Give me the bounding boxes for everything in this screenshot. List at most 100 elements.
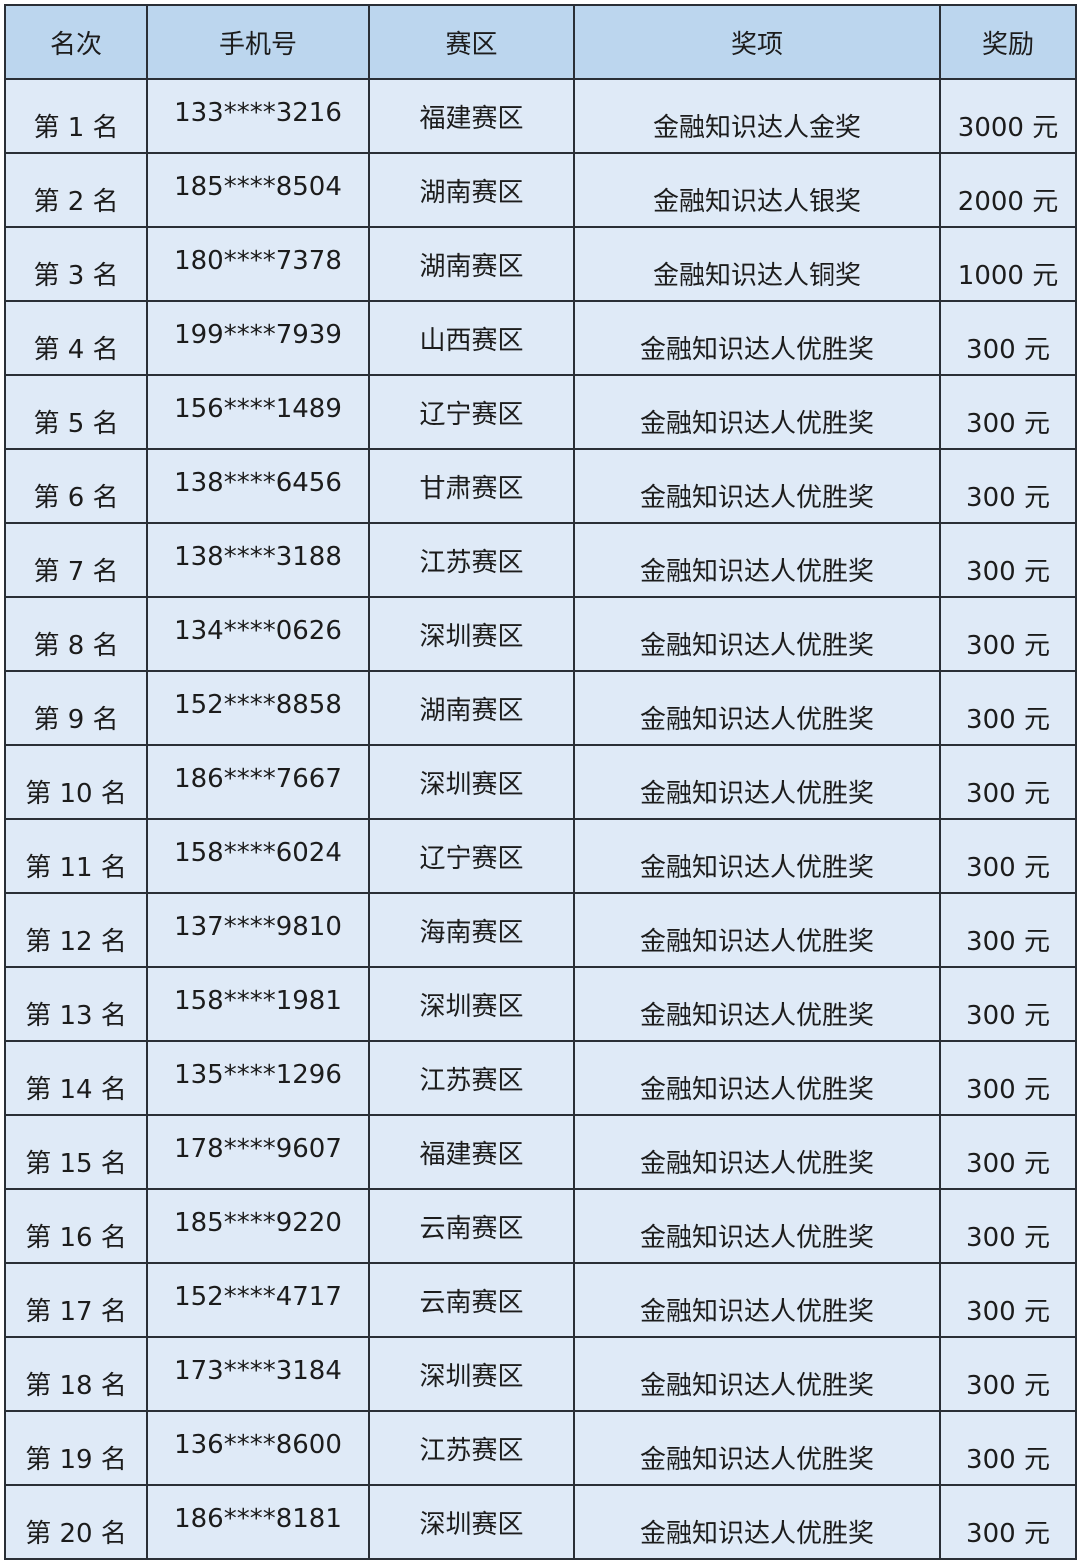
winners-table: 名次 手机号 赛区 奖项 奖励 第 1 名 133****3216 福建赛区 金融知识达人金奖…	[4, 4, 1077, 1560]
table-row: 第 12 名 137****9810 海南赛区 金融知识达人优胜奖 300 元	[4, 892, 1077, 968]
cell-award: 金融知识达人优胜奖	[573, 966, 941, 1042]
cell-rank: 第 1 名	[4, 78, 148, 154]
cell-prize: 300 元	[939, 1188, 1077, 1264]
cell-award: 金融知识达人优胜奖	[573, 1114, 941, 1190]
cell-prize: 300 元	[939, 1262, 1077, 1338]
cell-prize: 300 元	[939, 374, 1077, 450]
cell-rank: 第 17 名	[4, 1262, 148, 1338]
cell-award: 金融知识达人优胜奖	[573, 892, 941, 968]
cell-phone: 158****1981	[146, 966, 370, 1042]
header-row: 名次 手机号 赛区 奖项 奖励	[4, 4, 1077, 80]
table-row: 第 1 名 133****3216 福建赛区 金融知识达人金奖 3000 元	[4, 78, 1077, 154]
cell-region: 海南赛区	[368, 892, 575, 968]
cell-phone: 180****7378	[146, 226, 370, 302]
cell-region: 江苏赛区	[368, 1040, 575, 1116]
cell-phone: 152****4717	[146, 1262, 370, 1338]
cell-rank: 第 11 名	[4, 818, 148, 894]
table-row: 第 6 名 138****6456 甘肃赛区 金融知识达人优胜奖 300 元	[4, 448, 1077, 524]
cell-prize: 300 元	[939, 1040, 1077, 1116]
cell-award: 金融知识达人优胜奖	[573, 1188, 941, 1264]
cell-rank: 第 8 名	[4, 596, 148, 672]
cell-prize: 1000 元	[939, 226, 1077, 302]
header-prize: 奖励	[939, 4, 1077, 80]
table-row: 第 5 名 156****1489 辽宁赛区 金融知识达人优胜奖 300 元	[4, 374, 1077, 450]
cell-rank: 第 14 名	[4, 1040, 148, 1116]
cell-rank: 第 15 名	[4, 1114, 148, 1190]
table-row: 第 15 名 178****9607 福建赛区 金融知识达人优胜奖 300 元	[4, 1114, 1077, 1190]
cell-prize: 300 元	[939, 744, 1077, 820]
cell-award: 金融知识达人优胜奖	[573, 300, 941, 376]
cell-prize: 300 元	[939, 522, 1077, 598]
cell-region: 甘肃赛区	[368, 448, 575, 524]
cell-region: 深圳赛区	[368, 596, 575, 672]
table-row: 第 16 名 185****9220 云南赛区 金融知识达人优胜奖 300 元	[4, 1188, 1077, 1264]
cell-award: 金融知识达人优胜奖	[573, 1410, 941, 1486]
cell-region: 云南赛区	[368, 1262, 575, 1338]
cell-award: 金融知识达人优胜奖	[573, 596, 941, 672]
cell-award: 金融知识达人优胜奖	[573, 374, 941, 450]
cell-prize: 2000 元	[939, 152, 1077, 228]
cell-rank: 第 20 名	[4, 1484, 148, 1560]
cell-award: 金融知识达人优胜奖	[573, 448, 941, 524]
cell-region: 辽宁赛区	[368, 374, 575, 450]
cell-region: 深圳赛区	[368, 966, 575, 1042]
cell-award: 金融知识达人优胜奖	[573, 670, 941, 746]
cell-prize: 300 元	[939, 1336, 1077, 1412]
cell-award: 金融知识达人银奖	[573, 152, 941, 228]
header-phone: 手机号	[146, 4, 370, 80]
table-row: 第 2 名 185****8504 湖南赛区 金融知识达人银奖 2000 元	[4, 152, 1077, 228]
cell-rank: 第 2 名	[4, 152, 148, 228]
cell-prize: 300 元	[939, 670, 1077, 746]
cell-rank: 第 18 名	[4, 1336, 148, 1412]
cell-rank: 第 13 名	[4, 966, 148, 1042]
table-row: 第 17 名 152****4717 云南赛区 金融知识达人优胜奖 300 元	[4, 1262, 1077, 1338]
cell-region: 湖南赛区	[368, 152, 575, 228]
cell-region: 辽宁赛区	[368, 818, 575, 894]
cell-award: 金融知识达人优胜奖	[573, 1484, 941, 1560]
cell-region: 湖南赛区	[368, 670, 575, 746]
cell-award: 金融知识达人优胜奖	[573, 522, 941, 598]
cell-prize: 300 元	[939, 892, 1077, 968]
cell-award: 金融知识达人优胜奖	[573, 1262, 941, 1338]
cell-phone: 186****8181	[146, 1484, 370, 1560]
table-row: 第 14 名 135****1296 江苏赛区 金融知识达人优胜奖 300 元	[4, 1040, 1077, 1116]
header-award: 奖项	[573, 4, 941, 80]
cell-phone: 199****7939	[146, 300, 370, 376]
cell-phone: 158****6024	[146, 818, 370, 894]
table-row: 第 20 名 186****8181 深圳赛区 金融知识达人优胜奖 300 元	[4, 1484, 1077, 1560]
cell-phone: 134****0626	[146, 596, 370, 672]
table-row: 第 4 名 199****7939 山西赛区 金融知识达人优胜奖 300 元	[4, 300, 1077, 376]
cell-rank: 第 10 名	[4, 744, 148, 820]
cell-rank: 第 12 名	[4, 892, 148, 968]
cell-region: 福建赛区	[368, 1114, 575, 1190]
table-row: 第 13 名 158****1981 深圳赛区 金融知识达人优胜奖 300 元	[4, 966, 1077, 1042]
cell-region: 江苏赛区	[368, 1410, 575, 1486]
cell-phone: 136****8600	[146, 1410, 370, 1486]
cell-prize: 300 元	[939, 1484, 1077, 1560]
cell-phone: 135****1296	[146, 1040, 370, 1116]
cell-prize: 3000 元	[939, 78, 1077, 154]
cell-award: 金融知识达人优胜奖	[573, 744, 941, 820]
header-rank: 名次	[4, 4, 148, 80]
table-row: 第 8 名 134****0626 深圳赛区 金融知识达人优胜奖 300 元	[4, 596, 1077, 672]
table-row: 第 18 名 173****3184 深圳赛区 金融知识达人优胜奖 300 元	[4, 1336, 1077, 1412]
cell-rank: 第 16 名	[4, 1188, 148, 1264]
cell-rank: 第 5 名	[4, 374, 148, 450]
table-row: 第 10 名 186****7667 深圳赛区 金融知识达人优胜奖 300 元	[4, 744, 1077, 820]
cell-region: 江苏赛区	[368, 522, 575, 598]
cell-rank: 第 9 名	[4, 670, 148, 746]
cell-prize: 300 元	[939, 1410, 1077, 1486]
cell-prize: 300 元	[939, 300, 1077, 376]
cell-rank: 第 3 名	[4, 226, 148, 302]
cell-phone: 185****8504	[146, 152, 370, 228]
cell-prize: 300 元	[939, 966, 1077, 1042]
cell-award: 金融知识达人优胜奖	[573, 1040, 941, 1116]
table-row: 第 7 名 138****3188 江苏赛区 金融知识达人优胜奖 300 元	[4, 522, 1077, 598]
cell-region: 山西赛区	[368, 300, 575, 376]
cell-region: 云南赛区	[368, 1188, 575, 1264]
cell-phone: 133****3216	[146, 78, 370, 154]
cell-region: 深圳赛区	[368, 744, 575, 820]
cell-prize: 300 元	[939, 448, 1077, 524]
cell-award: 金融知识达人优胜奖	[573, 1336, 941, 1412]
cell-prize: 300 元	[939, 818, 1077, 894]
